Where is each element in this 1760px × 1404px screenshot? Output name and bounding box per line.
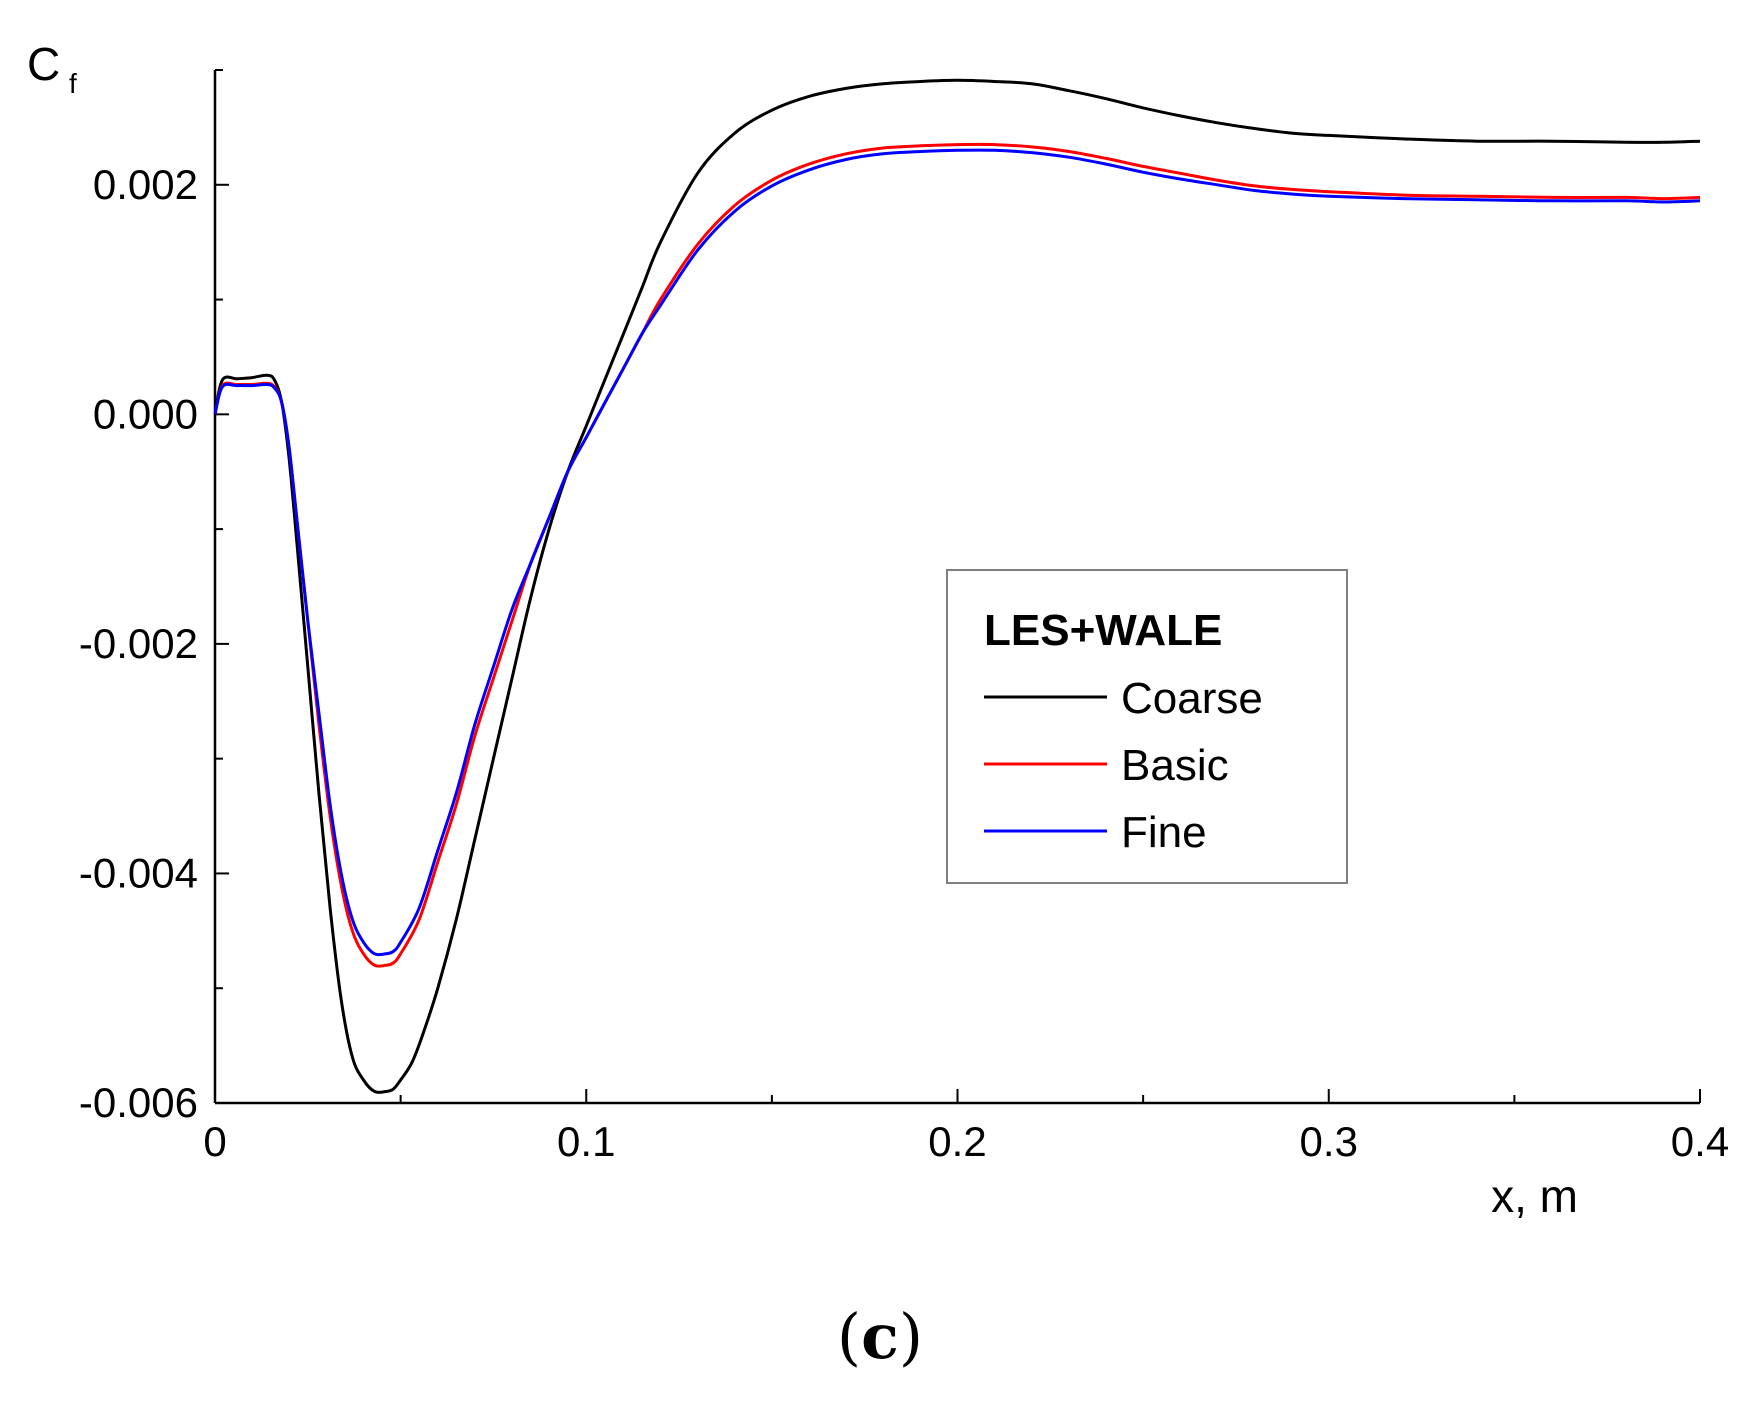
panel-label-letter: c	[861, 1300, 899, 1373]
legend-items: Coarse Basic Fine	[984, 674, 1263, 857]
legend-label-fine: Fine	[1121, 808, 1207, 857]
plot-series	[213, 78, 1701, 1094]
legend-label-basic: Basic	[1121, 741, 1229, 790]
x-tick-label: 0.1	[557, 1118, 615, 1165]
x-tick-label: 0.4	[1671, 1118, 1729, 1165]
x-tick-label: 0	[203, 1118, 226, 1165]
y-tick-label: 0.000	[93, 390, 198, 437]
series-line-coarse	[213, 78, 1701, 1094]
x-tick-label: 0.3	[1300, 1118, 1358, 1165]
y-tick-label: -0.002	[79, 620, 198, 667]
y-tick-label: -0.004	[79, 849, 198, 896]
x-tick-label: 0.2	[928, 1118, 986, 1165]
legend-label-coarse: Coarse	[1121, 674, 1263, 723]
x-axis-label: x, m	[1491, 1170, 1578, 1222]
y-tick-label: 0.002	[93, 161, 198, 208]
panel-label: (c)	[837, 1300, 923, 1373]
y-axis-label-subscript: f	[69, 68, 77, 99]
series-line-fine	[213, 148, 1701, 957]
legend: LES+WALE Coarse Basic Fine	[946, 569, 1348, 884]
plot-ticks: 0 0.1 0.2 0.3 0.4 -0.006 -0.004 -0.002 0.000 0.00…	[79, 69, 1729, 1165]
panel-label-open: (	[837, 1300, 861, 1373]
panel-label-close: )	[899, 1300, 923, 1373]
legend-title: LES+WALE	[984, 606, 1222, 655]
y-tick-label: -0.006	[79, 1079, 198, 1126]
y-axis-label-main: C	[27, 38, 60, 90]
y-axis-label: C	[27, 38, 60, 90]
